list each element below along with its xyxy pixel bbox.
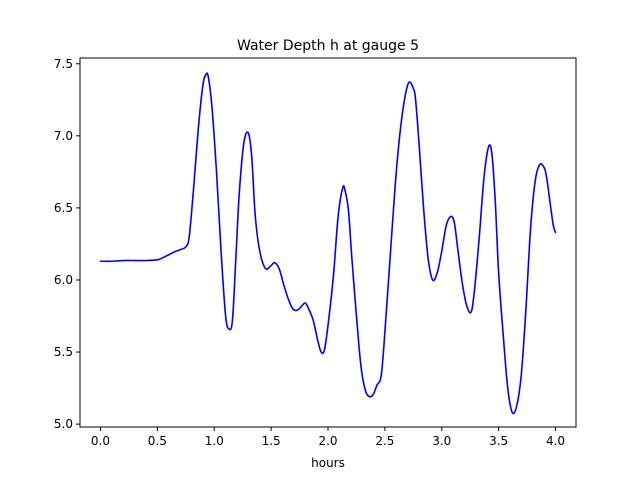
- y-tick-label: 6.5: [54, 201, 73, 215]
- x-tick-label: 4.0: [546, 434, 565, 448]
- x-tick-label: 2.5: [375, 434, 394, 448]
- y-tick-label: 5.0: [54, 417, 73, 431]
- y-tick-label: 6.0: [54, 273, 73, 287]
- y-tick-label: 7.5: [54, 57, 73, 71]
- x-tick-label: 0.5: [148, 434, 167, 448]
- x-tick-label: 3.5: [489, 434, 508, 448]
- series-line-0: [99, 72, 557, 415]
- x-tick-label: 1.5: [262, 434, 281, 448]
- chart-title: Water Depth h at gauge 5: [237, 38, 419, 54]
- x-axis: 0.0 0.5 1.0 1.5 2.0 2.5 3.0 3.5 4.0: [91, 427, 565, 448]
- y-tick-label: 5.5: [54, 345, 73, 359]
- y-axis: 5.0 5.5 6.0 6.5 7.0 7.5: [54, 57, 80, 431]
- x-tick-label: 2.0: [318, 434, 337, 448]
- x-tick-label: 3.0: [432, 434, 451, 448]
- x-axis-label: hours: [311, 456, 345, 470]
- y-tick-label: 7.0: [54, 129, 73, 143]
- x-tick-label: 0.0: [91, 434, 110, 448]
- series-layer: [99, 72, 557, 415]
- x-tick-label: 1.0: [205, 434, 224, 448]
